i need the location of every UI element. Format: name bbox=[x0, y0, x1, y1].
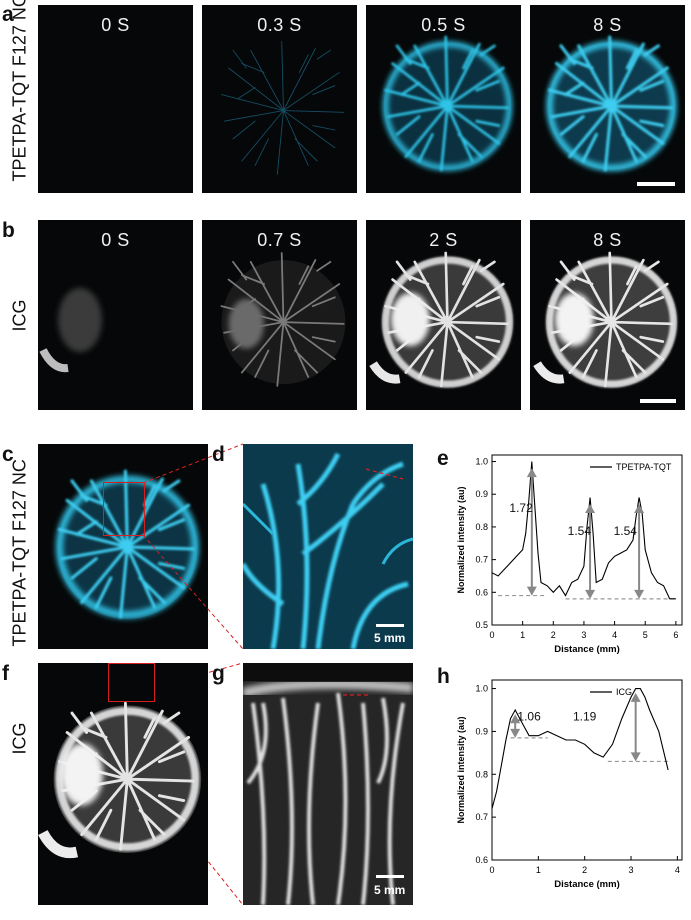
chart-e: 0 1 2 3 4 5 6 0.5 0.6 0.7 0.8 0.9 1.0 Distance (mm) No… bbox=[456, 454, 683, 655]
panel-label-e: e bbox=[437, 447, 449, 470]
ratio-annotation: 1.19 bbox=[573, 710, 597, 724]
y-tick-label: 0.7 bbox=[475, 812, 488, 822]
arrow-head bbox=[634, 589, 645, 599]
panel-label-h: h bbox=[437, 665, 450, 688]
scale-bar-label: 5 mm bbox=[374, 883, 406, 897]
x-tick-label: 4 bbox=[612, 630, 617, 640]
y-tick-label: 0.6 bbox=[475, 855, 488, 865]
time-label: 0 S bbox=[101, 230, 130, 250]
arrow-head bbox=[630, 692, 641, 702]
roi-box-c bbox=[103, 482, 145, 536]
panel-label-c: c bbox=[2, 443, 14, 466]
y-tick-label: 1.0 bbox=[475, 457, 488, 467]
scale-bar bbox=[376, 624, 404, 627]
legend-label: ICG bbox=[616, 687, 632, 697]
image-a-0.5s: 0.5 S bbox=[366, 5, 521, 193]
scale-bar bbox=[637, 182, 675, 186]
ratio-annotation: 1.54 bbox=[568, 524, 592, 538]
chart-h: 0 1 2 3 4 0.6 0.7 0.8 0.9 1.0 Distance (mm) Normali… bbox=[456, 679, 683, 890]
x-tick-label: 3 bbox=[629, 865, 634, 875]
arrow-head bbox=[585, 504, 596, 514]
image-b-0.7s: 0.7 S bbox=[202, 220, 357, 410]
y-tick-label: 0.9 bbox=[475, 726, 488, 736]
panel-label-d: d bbox=[212, 443, 225, 466]
x-axis-label: Distance (mm) bbox=[554, 879, 619, 890]
arrow-head bbox=[630, 752, 641, 762]
x-tick-label: 0 bbox=[489, 865, 494, 875]
scale-bar bbox=[376, 875, 404, 878]
image-a-0.3s: 0.3 S bbox=[202, 5, 357, 193]
arrow-head bbox=[585, 589, 596, 599]
scale-bar-label: 5 mm bbox=[374, 631, 406, 645]
y-axis-label: Normalized intensity (au) bbox=[456, 716, 466, 823]
y-tick-label: 0.8 bbox=[475, 769, 488, 779]
time-label: 0.5 S bbox=[421, 15, 466, 35]
plot-frame bbox=[491, 679, 683, 861]
y-tick-label: 0.8 bbox=[475, 522, 488, 532]
series-line bbox=[491, 688, 669, 809]
arrow-head bbox=[526, 586, 537, 596]
y-tick-label: 1.0 bbox=[475, 684, 488, 694]
image-b-2s: 2 S bbox=[366, 220, 521, 410]
image-b-8s: 8 S bbox=[530, 220, 685, 410]
image-b-0s: 0 S bbox=[38, 220, 193, 410]
y-tick-label: 0.5 bbox=[475, 620, 488, 630]
image-a-8s: 8 S bbox=[530, 5, 685, 193]
x-tick-label: 0 bbox=[489, 630, 494, 640]
time-label: 2 S bbox=[429, 230, 458, 250]
time-label: 0 S bbox=[101, 15, 130, 35]
roi-box-f bbox=[108, 663, 155, 702]
ratio-annotation: 1.72 bbox=[509, 501, 533, 515]
ratio-annotation: 1.06 bbox=[517, 710, 541, 724]
image-c bbox=[38, 444, 208, 649]
image-g: 5 mm bbox=[243, 663, 413, 905]
x-axis-label: Distance (mm) bbox=[554, 644, 619, 655]
legend-label: TPETPA-TQT bbox=[616, 462, 672, 472]
y-tick-label: 0.7 bbox=[475, 555, 488, 565]
y-axis-label: Normalized intensity (au) bbox=[456, 486, 466, 593]
y-tick-label: 0.9 bbox=[475, 489, 488, 499]
panel-label-f: f bbox=[2, 662, 9, 685]
arrow-head bbox=[510, 728, 521, 738]
time-label: 0.7 S bbox=[257, 230, 302, 250]
x-tick-label: 5 bbox=[643, 630, 648, 640]
x-tick-label: 1 bbox=[536, 865, 541, 875]
arrow-head bbox=[526, 468, 537, 478]
time-label: 8 S bbox=[593, 230, 622, 250]
arrow-head bbox=[634, 504, 645, 514]
panel-label-a: a bbox=[2, 3, 14, 26]
plot-frame bbox=[491, 454, 683, 626]
panel-label-g: g bbox=[212, 662, 225, 685]
scale-bar bbox=[640, 399, 676, 403]
x-tick-label: 1 bbox=[520, 630, 525, 640]
image-f bbox=[38, 663, 208, 905]
x-tick-label: 4 bbox=[675, 865, 680, 875]
time-label: 0.3 S bbox=[257, 15, 302, 35]
ratio-annotation: 1.54 bbox=[614, 524, 638, 538]
image-d: 5 mm bbox=[243, 444, 413, 649]
x-tick-label: 3 bbox=[581, 630, 586, 640]
time-label: 8 S bbox=[593, 15, 622, 35]
panel-label-b: b bbox=[2, 219, 15, 242]
x-tick-label: 2 bbox=[551, 630, 556, 640]
x-tick-label: 2 bbox=[582, 865, 587, 875]
row-f-label: ICG bbox=[9, 722, 30, 755]
arrow-head bbox=[510, 714, 521, 724]
image-a-0s: 0 S bbox=[38, 5, 193, 193]
x-tick-label: 6 bbox=[673, 630, 678, 640]
y-tick-label: 0.6 bbox=[475, 587, 488, 597]
